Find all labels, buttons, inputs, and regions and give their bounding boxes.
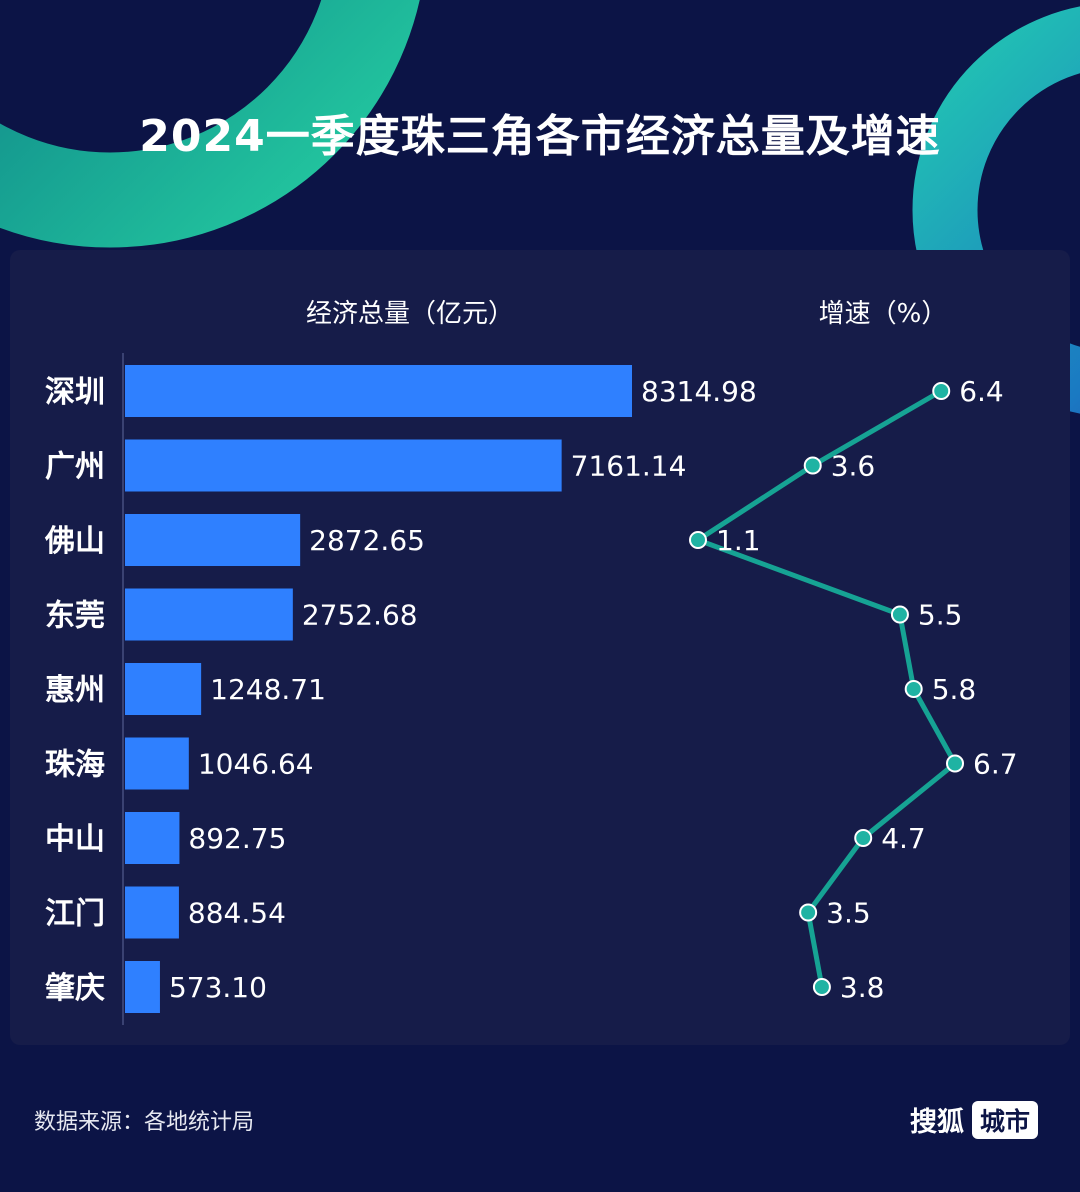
decor-arc-right: [912, 6, 1080, 414]
bar: [125, 812, 180, 864]
growth-value-label: 3.6: [831, 450, 876, 483]
brand-name: 搜狐: [909, 1107, 964, 1138]
bar: [125, 737, 189, 790]
growth-point: [904, 680, 923, 698]
bar-value-label: 1046.64: [198, 748, 314, 781]
bar: [125, 588, 293, 641]
growth-value-label: 3.8: [840, 971, 885, 1004]
bar: [125, 439, 562, 492]
growth-value-label: 6.7: [973, 748, 1018, 781]
decor-arc-left: [0, 0, 420, 248]
category-label: 中山: [45, 822, 105, 857]
bar-value-label: 7161.14: [571, 450, 687, 483]
bar-value-label: 2752.68: [302, 599, 418, 632]
bar-value-label: 2872.65: [309, 524, 425, 557]
category-label: 肇庆: [45, 971, 105, 1006]
brand-tag: 城市: [971, 1100, 1038, 1139]
bar: [125, 886, 179, 939]
bar: [125, 365, 632, 417]
bar-value-label: 1248.71: [210, 673, 326, 706]
data-source: 数据来源：各地统计局: [34, 1110, 255, 1135]
category-label: 珠海: [45, 748, 105, 783]
growth-point: [890, 605, 909, 624]
growth-point: [946, 754, 964, 773]
growth-value-label: 5.5: [918, 599, 963, 632]
growth-point: [854, 829, 873, 847]
bar-value-label: 892.75: [188, 822, 286, 855]
bar-value-label: 8314.98: [641, 375, 757, 408]
category-label: 江门: [45, 897, 105, 932]
chart-panel: 经济总量（亿元） 增速（%） 深圳广州佛山东莞惠州珠海中山江门肇庆 8314.9…: [10, 250, 1070, 1045]
bar-value-label: 573.10: [169, 971, 267, 1004]
bar-value-label: 884.54: [188, 897, 286, 930]
growth-value-label: 5.8: [932, 673, 977, 706]
bar-series-header: 经济总量（亿元）: [306, 299, 514, 329]
growth-value-label: 6.4: [959, 375, 1004, 408]
growth-point: [932, 382, 951, 400]
brand-logo: 搜狐 城市: [910, 1100, 1038, 1139]
growth-value-label: 1.1: [716, 524, 761, 557]
growth-point: [803, 456, 822, 475]
category-label: 东莞: [45, 599, 105, 634]
growth-point: [812, 978, 831, 996]
growth-point: [689, 531, 707, 549]
growth-value-label: 4.7: [881, 822, 926, 855]
growth-value-label: 3.5: [826, 897, 871, 930]
category-label: 深圳: [45, 375, 105, 410]
bar: [125, 663, 202, 715]
bar: [125, 961, 160, 1013]
bar: [125, 514, 301, 566]
chart-title: 2024一季度珠三角各市经济总量及增速: [139, 111, 941, 162]
category-label: 惠州: [45, 673, 105, 708]
category-label: 佛山: [44, 524, 105, 559]
category-label: 广州: [45, 450, 105, 485]
line-series-header: 增速（%）: [819, 299, 948, 329]
growth-point: [799, 903, 818, 922]
